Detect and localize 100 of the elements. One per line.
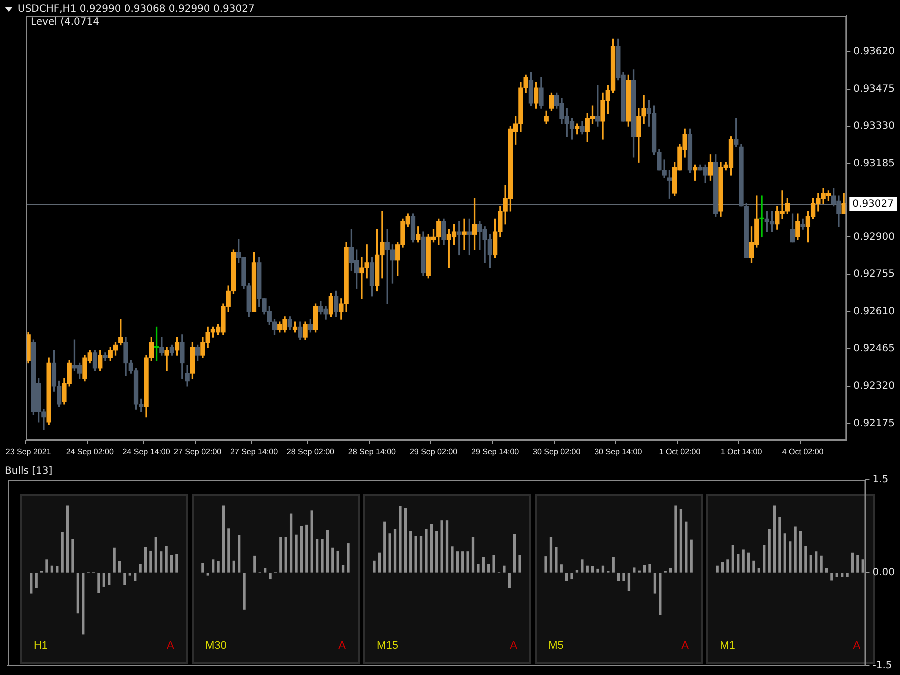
bar: [617, 573, 620, 582]
x-tick-label: 4 Oct 02:00: [782, 447, 824, 456]
candlestick: [164, 347, 170, 372]
bar: [102, 573, 106, 587]
y-tick-label: 0.93185: [854, 158, 896, 170]
bar: [794, 526, 797, 573]
annotation: M15: [377, 640, 398, 652]
bar: [217, 562, 220, 573]
bar: [113, 548, 116, 573]
bar: [66, 506, 70, 573]
bar: [342, 565, 345, 573]
bar: [648, 564, 652, 573]
bar: [451, 546, 454, 573]
bar: [420, 536, 423, 573]
annotation: H1: [34, 640, 48, 652]
x-tick-label: 1 Oct 14:00: [720, 447, 763, 456]
annotation: A: [682, 640, 690, 652]
bar: [139, 564, 142, 573]
bar: [300, 526, 304, 573]
bar: [560, 564, 563, 573]
ref-line-label: 0.93027: [852, 199, 894, 210]
bar: [425, 529, 428, 573]
bar: [508, 573, 511, 588]
bar: [773, 506, 776, 573]
bar: [565, 573, 568, 582]
bar: [76, 573, 80, 614]
bar: [206, 573, 210, 576]
bar: [128, 573, 132, 576]
annotation: M30: [206, 640, 227, 652]
bar: [384, 522, 386, 573]
bar: [830, 573, 834, 581]
bar: [232, 560, 236, 573]
x-tick-label: 24 Sep 14:00: [122, 447, 171, 456]
bar: [778, 517, 782, 573]
bar: [316, 539, 319, 573]
bar: [410, 531, 412, 573]
annotation: A: [338, 640, 346, 652]
bar: [466, 552, 470, 573]
annotation: A: [510, 640, 518, 652]
bar: [154, 537, 158, 573]
bar: [674, 506, 678, 573]
bar: [768, 529, 771, 573]
annotation: A: [853, 640, 861, 652]
y-tick-label: 1.5: [872, 474, 889, 486]
bar: [118, 562, 122, 573]
annotation: M1: [720, 640, 736, 652]
bar: [856, 555, 860, 573]
bar: [176, 554, 178, 573]
chart-title: Bulls [13]: [5, 465, 53, 478]
bar: [50, 566, 54, 573]
bar: [654, 573, 657, 594]
bar: [165, 546, 168, 573]
bar: [280, 537, 282, 573]
bar: [332, 548, 334, 573]
bar: [373, 560, 376, 573]
bar: [518, 555, 522, 573]
bar: [436, 531, 438, 573]
bar: [602, 566, 605, 573]
y-tick-label: 0.92320: [854, 380, 896, 392]
bar: [514, 534, 516, 573]
bar: [581, 560, 584, 573]
x-tick-label: 27 Sep 02:00: [174, 447, 222, 456]
bar: [799, 531, 802, 573]
bar: [732, 545, 735, 573]
bar: [284, 537, 288, 573]
framed-panel: M5 A: [534, 494, 704, 664]
bar: [846, 573, 849, 578]
bar: [30, 573, 33, 594]
bar: [492, 555, 496, 573]
bar: [716, 566, 719, 573]
bar: [758, 568, 760, 573]
bar: [596, 568, 600, 573]
x-tick-label: 24 Sep 02:00: [66, 447, 114, 456]
annotation: Level (4.0714: [30, 16, 100, 29]
bar: [836, 573, 838, 578]
x-tick-label: 28 Sep 14:00: [348, 447, 397, 456]
bar: [784, 534, 786, 573]
bar: [347, 544, 350, 573]
bar: [669, 568, 672, 573]
bar: [550, 537, 553, 573]
bar: [160, 552, 163, 573]
bar: [851, 552, 854, 573]
bar: [752, 560, 756, 573]
y-tick-label: 0.92175: [854, 418, 896, 430]
bar: [810, 555, 812, 573]
bar: [456, 552, 459, 573]
bar: [628, 573, 631, 592]
bar: [61, 532, 64, 573]
bar: [825, 568, 828, 573]
bar: [544, 556, 548, 573]
y-tick-label: 0.93475: [854, 84, 896, 95]
bar: [212, 560, 215, 573]
framed-panel: M15 A: [363, 494, 532, 664]
bar: [170, 555, 174, 573]
bar: [763, 545, 766, 573]
bar: [446, 520, 449, 573]
bar: [124, 573, 126, 586]
bar: [243, 573, 246, 610]
bar: [228, 528, 230, 573]
bar: [399, 506, 402, 573]
